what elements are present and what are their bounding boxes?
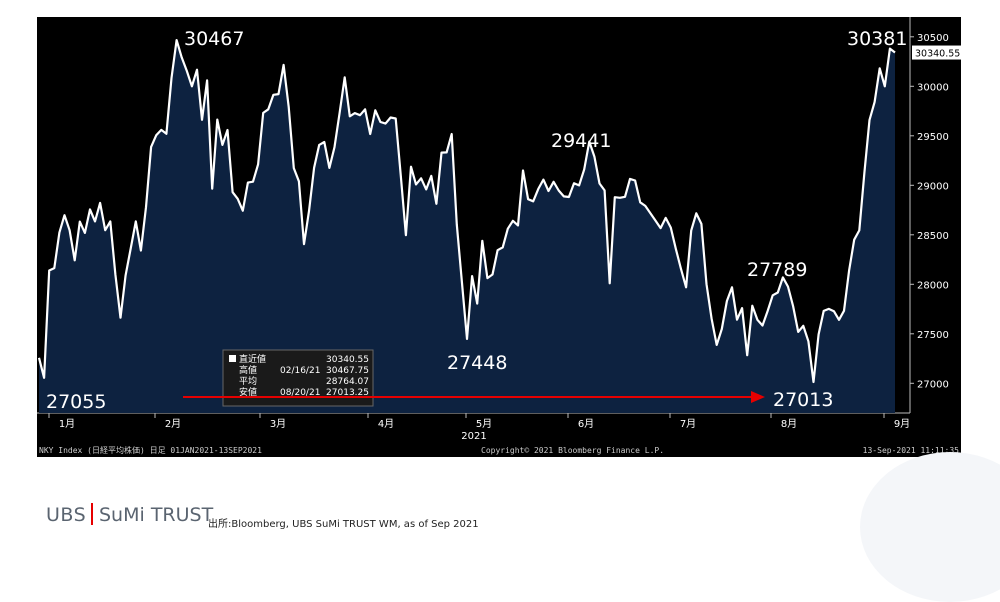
series-line [37,39,896,384]
logo-ubs: UBS [46,504,87,526]
annotation-label: 29441 [551,130,611,152]
series-area [39,40,895,413]
x-tick-label: 6月 [578,418,594,430]
x-tick-label: 5月 [476,418,492,430]
x-tick-label: 3月 [270,418,286,430]
legend-label: 安値 [239,386,257,398]
x-tick-label: 1月 [59,418,75,430]
red-arrow-head [751,391,765,403]
annotation-label: 27055 [46,391,106,413]
legend-value: 30467.75 [326,366,369,376]
annotation-label: 30467 [184,28,244,50]
y-tick-label: 28000 [917,280,949,291]
annotation-label: 27789 [747,259,807,281]
copyright-label: Copyright© 2021 Bloomberg Finance L.P. [481,446,664,455]
legend-label: 平均 [239,375,257,387]
y-tick-label: 30500 [917,33,949,44]
legend-date: 02/16/21 [280,366,320,376]
annotation-label: 30381 [847,28,907,50]
x-tick-label: 9月 [894,418,910,430]
x-tick-label: 2月 [165,418,181,430]
last-value-label: 30340.55 [915,49,960,60]
timestamp-label: 13-Sep-2021 11:11:35 [863,446,960,455]
legend-swatch [229,355,236,362]
chart-panel: 27000 27500 28000 28500 29000 29500 30000 30500… [37,17,961,457]
x-tick-label: 8月 [781,418,797,430]
y-tick-label: 30000 [917,82,949,93]
nikkei-chart: 27000 27500 28000 28500 29000 29500 30000 30500… [37,17,961,455]
legend-label: 高値 [239,364,257,376]
y-tick-label: 28500 [917,231,949,242]
annotation-label: 27448 [447,352,507,374]
legend-label: 直近値 [239,353,266,365]
logo-sumi-trust: SuMi TRUST [99,504,214,526]
ticker-label: NKY Index (日経平均株価) 日足 01JAN2021-13SEP202… [39,445,262,455]
legend-value: 30340.55 [326,355,369,365]
y-tick-label: 29500 [917,132,949,143]
legend-date: 08/20/21 [280,388,320,398]
decorative-shape [860,452,1000,602]
logo-separator [91,503,93,525]
source-note: 出所:Bloomberg, UBS SuMi TRUST WM, as of S… [208,519,479,530]
last-value-tag [912,45,961,60]
y-tick-label: 27000 [917,379,949,390]
annotation-label: 27013 [773,389,833,411]
x-tick-label: 4月 [378,418,394,430]
y-tick-label: 27500 [917,330,949,341]
legend-value: 28764.07 [326,377,369,387]
year-label: 2021 [461,431,486,442]
x-tick-label: 7月 [680,418,696,430]
legend-value: 27013.25 [326,388,369,398]
y-tick-label: 29000 [917,181,949,192]
